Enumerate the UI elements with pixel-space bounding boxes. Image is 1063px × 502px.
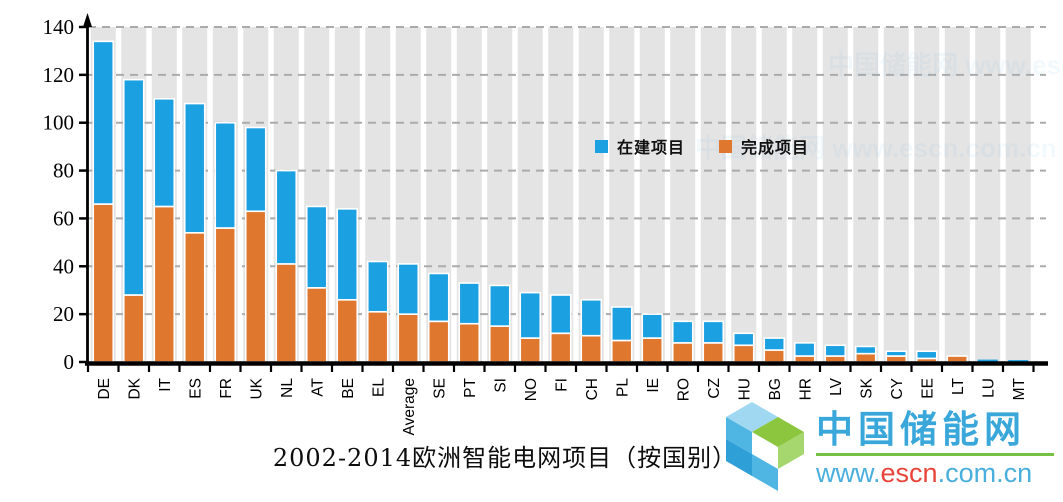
legend-label-completed: 完成项目 xyxy=(741,140,810,157)
bar-MT: MT xyxy=(1008,360,1029,400)
svg-text:DK: DK xyxy=(126,377,143,399)
bar-DK: DK xyxy=(122,78,145,400)
url-highlight: escn xyxy=(880,458,938,488)
legend-swatch-completed-icon xyxy=(719,139,733,153)
bar-HU: HU xyxy=(732,332,755,400)
legend-swatch-ongoing-icon xyxy=(595,139,608,153)
svg-text:EL: EL xyxy=(370,378,387,397)
svg-text:CZ: CZ xyxy=(706,378,723,399)
svg-text:MT: MT xyxy=(1011,377,1028,400)
legend-item-completed: 完成项目 xyxy=(719,134,809,158)
bar-LU: LU xyxy=(977,359,998,398)
bar-DE: DE xyxy=(92,40,115,400)
svg-text:20: 20 xyxy=(53,302,74,326)
bar-IT: IT xyxy=(153,97,176,392)
svg-text:CY: CY xyxy=(889,378,906,400)
svg-text:80: 80 xyxy=(53,159,74,183)
bar-UK: UK xyxy=(244,126,267,400)
svg-text:FR: FR xyxy=(218,378,235,399)
legend-item-ongoing: 在建项目 xyxy=(595,134,685,158)
svg-text:SI: SI xyxy=(492,378,509,393)
bar-FR: FR xyxy=(214,121,237,399)
svg-text:AT: AT xyxy=(309,377,326,396)
bar-FI: FI xyxy=(549,294,572,392)
bar-Average: Average xyxy=(397,263,420,435)
bar-HR: HR xyxy=(793,342,816,400)
svg-text:ES: ES xyxy=(187,378,204,399)
watermark-site-name: 中国储能网 xyxy=(816,407,1026,451)
escn-logo-icon xyxy=(726,402,804,491)
svg-text:CH: CH xyxy=(584,378,601,400)
svg-text:120: 120 xyxy=(43,63,75,87)
bar-NO: NO xyxy=(519,291,542,401)
svg-text:IE: IE xyxy=(645,378,662,393)
bar-AT: AT xyxy=(305,205,328,397)
svg-text:PL: PL xyxy=(614,378,631,397)
svg-text:LU: LU xyxy=(980,378,997,398)
bar-BG: BG xyxy=(763,337,786,400)
svg-text:LT: LT xyxy=(950,377,967,394)
svg-text:UK: UK xyxy=(248,377,265,399)
svg-text:BG: BG xyxy=(767,378,784,400)
svg-text:EE: EE xyxy=(919,378,936,399)
svg-text:100: 100 xyxy=(43,111,75,135)
svg-text:IT: IT xyxy=(157,377,174,391)
chart-title: 2002-2014欧洲智能电网项目（按国别） xyxy=(272,444,738,472)
url-prefix: www. xyxy=(816,458,881,488)
svg-text:BE: BE xyxy=(340,378,357,399)
svg-text:LV: LV xyxy=(828,377,845,395)
svg-text:NO: NO xyxy=(523,378,540,401)
bar-CZ: CZ xyxy=(702,320,725,399)
bar-BE: BE xyxy=(336,208,359,399)
bar-EL: EL xyxy=(366,260,389,397)
bar-CY: CY xyxy=(885,350,908,400)
bar-EE: EE xyxy=(915,350,938,399)
svg-text:0: 0 xyxy=(64,350,75,374)
bar-NL: NL xyxy=(275,169,298,398)
watermark: 中国储能网 www.escn.com.cn xyxy=(712,391,1063,502)
bar-PL: PL xyxy=(610,306,633,397)
svg-text:HR: HR xyxy=(797,378,814,400)
svg-text:140: 140 xyxy=(43,15,75,39)
legend-label-ongoing: 在建项目 xyxy=(617,140,686,157)
watermark-url: www.escn.com.cn xyxy=(816,458,1054,488)
bar-SE: SE xyxy=(427,272,450,399)
bar-SI: SI xyxy=(488,284,511,393)
svg-text:DE: DE xyxy=(96,378,113,400)
watermark-underline xyxy=(816,453,1054,456)
svg-text:SE: SE xyxy=(431,378,448,399)
svg-text:NL: NL xyxy=(279,378,296,398)
chart-legend: 在建项目 完成项目 xyxy=(595,134,809,158)
bar-PT: PT xyxy=(458,282,481,398)
bar-RO: RO xyxy=(671,320,694,401)
bar-ES: ES xyxy=(183,102,206,399)
svg-text:60: 60 xyxy=(53,206,74,230)
svg-text:PT: PT xyxy=(462,377,479,397)
svg-text:SK: SK xyxy=(858,377,875,398)
svg-text:RO: RO xyxy=(675,378,692,401)
bar-CH: CH xyxy=(580,298,603,400)
svg-text:40: 40 xyxy=(53,254,74,278)
svg-text:Average: Average xyxy=(401,378,418,435)
bar-LV: LV xyxy=(824,344,847,396)
svg-text:HU: HU xyxy=(736,378,753,400)
bar-IE: IE xyxy=(641,313,664,393)
svg-text:FI: FI xyxy=(553,378,570,392)
url-suffix: .com.cn xyxy=(937,458,1033,488)
